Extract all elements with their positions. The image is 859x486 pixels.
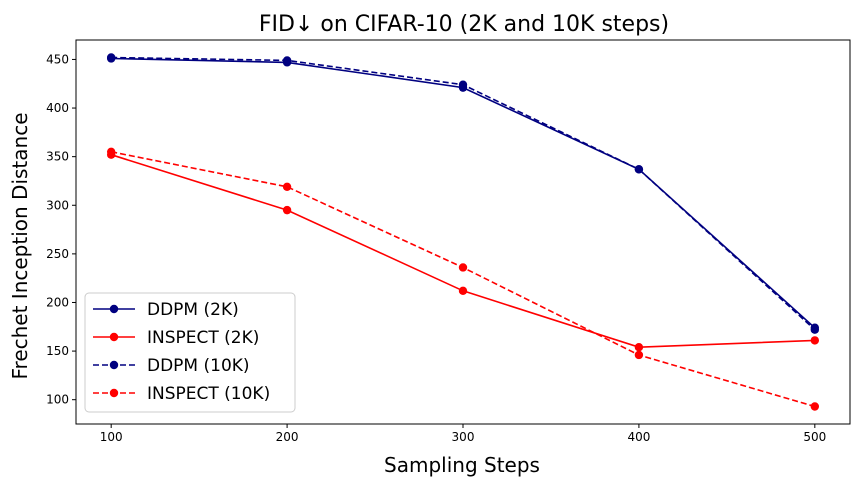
x-tick-label: 400: [627, 430, 650, 444]
legend-marker-3: [109, 388, 119, 398]
legend-marker-2: [109, 360, 119, 370]
x-tick-label: 200: [276, 430, 299, 444]
legend-marker-1: [109, 332, 119, 342]
data-point-1-4: [810, 336, 820, 345]
data-point-3-1: [282, 182, 292, 191]
x-tick-label: 500: [803, 430, 826, 444]
plot-area: 100 200 300 400 500 100 150 200 250 300 350 400 450: [46, 39, 851, 444]
y-axis-label: Frechet Inception Distance: [8, 112, 32, 379]
chart-title: FID↓ on CIFAR-10 (2K and 10K steps): [259, 12, 669, 37]
data-point-1-2: [458, 286, 468, 296]
legend-label-1: INSPECT (2K): [147, 328, 259, 348]
y-tick-label: 450: [46, 52, 69, 66]
data-point-3-2: [458, 263, 468, 272]
y-tick-label: 200: [46, 295, 69, 309]
y-tick-label: 100: [46, 393, 69, 407]
y-tick-label: 400: [46, 101, 69, 115]
legend-label-2: DDPM (10K): [147, 356, 250, 376]
data-point-1-3: [634, 343, 644, 352]
y-tick-label: 300: [46, 198, 69, 212]
y-tick-label: 250: [46, 247, 69, 261]
data-point-3-4: [810, 402, 820, 411]
data-point-3-0: [106, 147, 116, 156]
data-point-2-4: [810, 325, 820, 334]
legend-label-3: INSPECT (10K): [147, 384, 270, 404]
x-axis-label: Sampling Steps: [384, 453, 540, 477]
y-tick-label: 150: [46, 344, 69, 358]
data-point-2-0: [106, 53, 116, 62]
data-point-1-1: [282, 205, 292, 215]
legend-marker-0: [109, 304, 119, 314]
legend-label-0: DDPM (2K): [147, 300, 239, 320]
data-point-2-1: [282, 56, 292, 65]
data-point-2-2: [458, 80, 468, 89]
legend-box: [84, 292, 296, 413]
x-tick-label: 300: [452, 430, 475, 444]
data-point-3-3: [634, 350, 644, 360]
legend: DDPM (2K) INSPECT (2K) DDPM (10K) INSPECT (…: [84, 292, 296, 413]
x-tick-label: 100: [100, 430, 123, 444]
y-tick-label: 350: [46, 150, 69, 164]
data-point-2-3: [634, 165, 644, 174]
